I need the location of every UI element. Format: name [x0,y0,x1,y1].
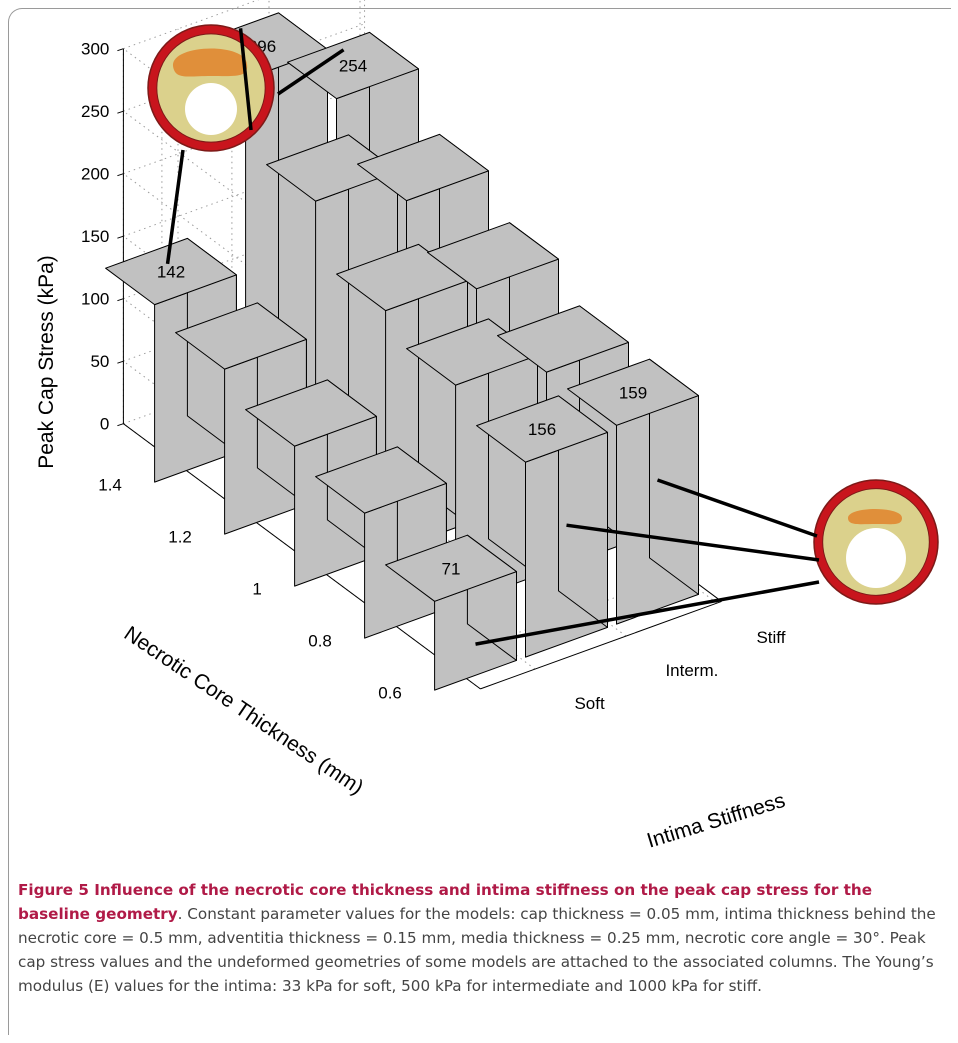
x-tick-label: 0.8 [308,631,332,650]
leader-line [475,580,820,646]
bar-top-face [385,534,517,602]
bar-top-face [336,243,468,312]
bar-top-face [357,133,489,202]
y-tick-label: 150 [81,227,109,246]
bar-value-label: 254 [339,57,367,76]
y-tick-label: 200 [81,165,109,184]
bar-top-face [567,358,699,426]
bar-top-face [497,305,629,373]
y-tick-label: 100 [81,290,109,309]
bar-top-face [175,302,307,370]
geometry-callout-thin-core [813,479,939,605]
bar-top-face [427,222,559,290]
lumen [185,83,237,135]
bar-top-face [476,395,608,463]
bar-top-face [315,446,447,514]
bar: 71 [385,534,517,691]
z-tick-label: Soft [574,694,605,713]
leader-line [566,523,820,562]
y-tick-label: 300 [81,40,109,59]
figure-caption: Figure 5 Influence of the necrotic core … [18,878,946,998]
necrotic-core [848,509,902,525]
caption-title: Figure 5 Influence of the necrotic core … [18,881,873,923]
lumen [846,528,906,588]
bar-top-face [266,134,398,202]
bar-value-label: 71 [442,559,461,578]
x-tick-label: 1.4 [98,475,122,494]
bar-top-face [105,237,237,306]
x-tick-label: 1 [252,579,261,598]
y-tick-label: 250 [81,102,109,121]
bar-top-face [287,31,419,100]
x-tick-label: 1.2 [168,527,192,546]
tick-labels: 0 50 100 150 200 250 300 1.4 1.2 1 0.8 0.6 Soft Inter… [81,40,786,713]
leader-line [656,478,818,538]
y-tick-mark [117,235,124,239]
stiffness-axis-line [480,600,722,690]
y-tick-mark [117,423,124,427]
z-axis-label: Intima Stiffness [644,789,788,853]
z-tick-label: Stiff [756,628,785,647]
geometry-callout-thick-core [147,24,275,152]
x-tick-label: 0.6 [378,683,402,702]
bar-value-label: 159 [619,383,647,402]
caption-text: . Constant parameter values for the mode… [18,905,936,995]
necrotic-core [172,48,248,77]
y-tick-mark [117,173,124,177]
y-tick-mark [117,298,124,302]
bar: 156 [476,395,608,658]
bar-top-face [245,379,377,447]
leader-line [238,28,253,131]
leader-line [165,149,185,265]
leader-line [277,48,345,96]
figure-frame [8,8,951,1035]
y-tick-label: 50 [90,352,109,371]
geometry-callouts [147,24,939,646]
y-tick-mark [117,110,124,114]
z-tick-label: Interm. [665,661,718,680]
y-axis-label: Peak Cap Stress (kPa) [35,255,58,469]
y-tick-mark [117,48,124,52]
bar: 159 [567,358,699,625]
bar-value-label: 142 [157,263,185,282]
y-tick-mark [117,360,124,364]
y-tick-label: 0 [100,415,109,434]
bar-value-label: 156 [528,420,556,439]
